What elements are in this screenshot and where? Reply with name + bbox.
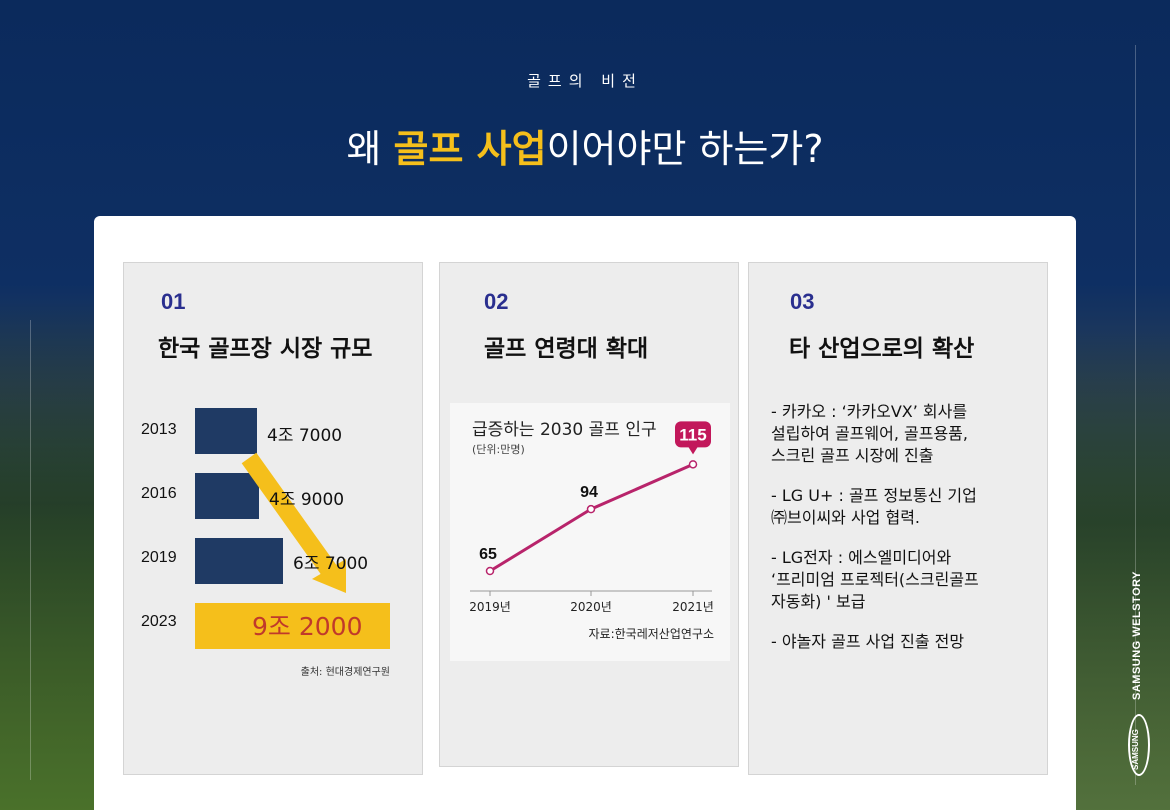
title-suffix: 이어야만 하는가?	[546, 127, 824, 171]
bar	[195, 408, 257, 454]
bar-value-label: 4조 7000	[267, 426, 343, 446]
data-point	[485, 566, 495, 576]
data-label-pointer	[688, 446, 698, 455]
decor-line-left	[30, 320, 31, 780]
card-market-size: 01 한국 골프장 시장 규모 2013 2016 2019 2023 4조 7…	[123, 262, 423, 775]
data-point	[688, 460, 698, 469]
card-number: 01	[161, 289, 186, 314]
bar-value-label: 4조 9000	[269, 490, 345, 510]
line-chart-plot: 2019년 2020년 2021년 65 94 115	[469, 421, 714, 614]
data-label: 94	[580, 484, 598, 501]
palm-trees-left	[0, 300, 100, 810]
x-tick-label: 2020년	[570, 600, 612, 614]
samsung-logo-icon	[1128, 714, 1150, 776]
data-point	[586, 504, 596, 514]
x-tick-label: 2021년	[672, 600, 714, 614]
bar-year-label: 2023	[141, 613, 177, 630]
data-label-bubble	[675, 421, 711, 448]
brand-text: SAMSUNG WELSTORY	[1131, 570, 1143, 700]
chart-source: 출처: 현대경제연구원	[300, 667, 390, 678]
chart-source: 자료:한국레저산업연구소	[588, 627, 714, 641]
bar	[195, 473, 259, 519]
line-chart: 급증하는 2030 골프 인구 (단위:만명) 2019년 2020년 2021년 6…	[450, 403, 730, 661]
card-title: 골프 연령대 확대	[484, 336, 649, 362]
bar-value-label: 6조 7000	[293, 554, 369, 574]
list-item: - 카카오 : ‘카카오VX’ 회사를 설립하여 골프웨어, 골프용품, 스크린…	[771, 402, 968, 465]
page-subtitle: 골프의 비전	[527, 72, 643, 90]
card-title: 타 산업으로의 확산	[789, 336, 975, 362]
card-age-expansion: 02 골프 연령대 확대 급증하는 2030 골프 인구 (단위:만명) 201…	[439, 262, 739, 767]
logo-text: SAMSUNG	[1131, 729, 1140, 770]
card-number: 02	[484, 289, 509, 314]
list-item: - 야놀자 골프 사업 진출 전망	[771, 632, 965, 651]
card-title: 한국 골프장 시장 규모	[158, 336, 373, 362]
list-item: - LG전자 : 에스엘미디어와 ‘프리미엄 프로젝터(스크린골프 자동화) '…	[771, 548, 979, 611]
title-prefix: 왜	[346, 127, 394, 171]
bar	[195, 538, 283, 584]
chart-title: 급증하는 2030 골프 인구	[472, 420, 657, 440]
bar-year-label: 2016	[141, 485, 177, 502]
bullet-list: - 카카오 : ‘카카오VX’ 회사를 설립하여 골프웨어, 골프용품, 스크린…	[771, 401, 1041, 671]
list-item: - LG U+ : 골프 정보통신 기업 ㈜브이씨와 사업 협력.	[771, 486, 977, 527]
data-label: 115	[679, 425, 706, 444]
page-title: 왜 골프 사업이어야만 하는가?	[0, 118, 1170, 173]
title-highlight: 골프 사업	[393, 127, 547, 171]
series-line	[489, 462, 694, 573]
data-label: 65	[479, 546, 497, 563]
card-number: 03	[790, 289, 815, 314]
bar-year-label: 2013	[141, 421, 177, 438]
bar-value-label-highlight: 9조 2000	[252, 612, 363, 641]
bar-highlight	[195, 603, 390, 649]
x-tick-label: 2019년	[469, 600, 511, 614]
growth-arrow-icon	[241, 452, 346, 593]
trees-right	[1070, 330, 1170, 810]
card-industry-spread: 03 타 산업으로의 확산 - 카카오 : ‘카카오VX’ 회사를 설립하여 골…	[748, 262, 1048, 775]
bar-year-label: 2019	[141, 549, 177, 566]
decor-line-right	[1135, 45, 1136, 785]
chart-unit: (단위:만명)	[472, 443, 525, 456]
